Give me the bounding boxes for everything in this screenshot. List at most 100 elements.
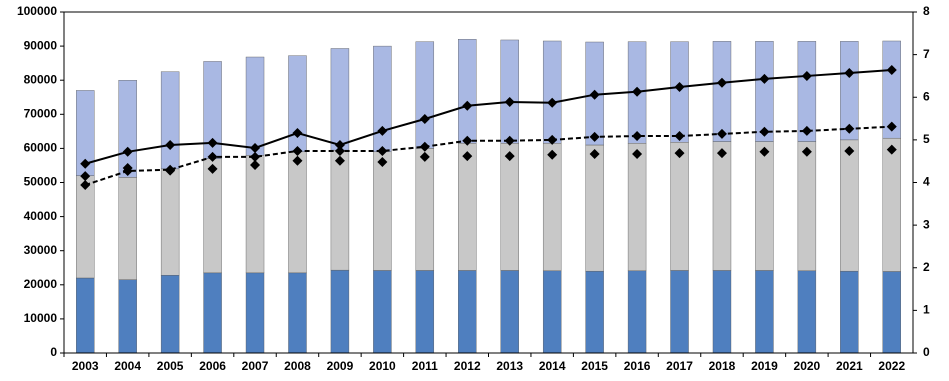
marker bbox=[122, 163, 133, 174]
x-tick-label: 2003 bbox=[72, 359, 99, 373]
x-tick-label: 2006 bbox=[199, 359, 226, 373]
bar-segment bbox=[76, 277, 95, 354]
line bbox=[84, 68, 892, 165]
marker bbox=[377, 157, 388, 168]
x-tick-label: 2016 bbox=[624, 359, 651, 373]
marker bbox=[674, 148, 685, 159]
marker bbox=[504, 96, 515, 107]
bar-segment bbox=[542, 40, 562, 144]
bar-segment bbox=[203, 158, 222, 274]
marker bbox=[844, 145, 855, 156]
marker bbox=[632, 131, 643, 142]
marker bbox=[716, 148, 727, 159]
y-tick-label: 80000 bbox=[24, 72, 58, 86]
bar-segment bbox=[330, 149, 350, 271]
marker bbox=[589, 131, 600, 142]
bar-segment bbox=[500, 270, 519, 354]
marker bbox=[292, 155, 303, 166]
marker bbox=[674, 82, 685, 93]
marker bbox=[292, 128, 303, 139]
x-tick-label: 2014 bbox=[539, 359, 566, 373]
bar-segment bbox=[288, 151, 307, 274]
bar-segment bbox=[585, 270, 604, 354]
bar-segment bbox=[245, 272, 265, 354]
marker bbox=[165, 139, 176, 150]
y2-tick-label: 2 bbox=[923, 260, 930, 274]
marker bbox=[334, 155, 345, 166]
marker bbox=[844, 123, 855, 134]
marker bbox=[886, 144, 897, 155]
y2-tick-label: 1 bbox=[923, 303, 930, 317]
y-tick-label: 90000 bbox=[24, 38, 58, 52]
x-tick-label: 2017 bbox=[666, 359, 693, 373]
marker bbox=[462, 151, 473, 162]
y-tick-label: 40000 bbox=[24, 209, 58, 223]
x-tick-label: 2018 bbox=[709, 359, 736, 373]
marker bbox=[250, 151, 261, 162]
marker bbox=[716, 128, 727, 139]
marker bbox=[122, 146, 133, 157]
x-tick-label: 2008 bbox=[284, 359, 311, 373]
marker bbox=[759, 73, 770, 84]
marker bbox=[759, 146, 770, 157]
y-tick-label: 100000 bbox=[17, 4, 57, 18]
x-tick-label: 2011 bbox=[412, 359, 438, 373]
marker bbox=[80, 171, 91, 182]
bar-segment bbox=[288, 272, 307, 354]
y2-tick-label: 8 bbox=[923, 4, 930, 18]
bar-segment bbox=[712, 270, 732, 354]
x-tick-label: 2012 bbox=[454, 359, 481, 373]
y2-tick-label: 4 bbox=[923, 175, 930, 189]
bar-segment bbox=[160, 275, 180, 354]
marker bbox=[886, 64, 897, 75]
marker bbox=[801, 125, 812, 136]
bar-segment bbox=[373, 151, 392, 271]
marker bbox=[419, 141, 430, 152]
marker bbox=[419, 151, 430, 162]
bar-segment bbox=[160, 71, 180, 170]
marker bbox=[801, 70, 812, 81]
bar-segment bbox=[712, 141, 732, 271]
marker bbox=[207, 163, 218, 174]
bar-segment bbox=[76, 175, 95, 279]
bar-segment bbox=[500, 39, 519, 144]
bar-segment bbox=[500, 143, 519, 271]
marker bbox=[292, 145, 303, 156]
x-tick-label: 2009 bbox=[327, 359, 354, 373]
marker bbox=[419, 113, 430, 124]
marker bbox=[377, 125, 388, 136]
marker bbox=[632, 86, 643, 97]
bar-segment bbox=[118, 279, 137, 354]
bar-segment bbox=[585, 144, 604, 272]
y2-tick-label: 3 bbox=[923, 217, 930, 231]
marker bbox=[80, 180, 91, 191]
y2-tick-label: 6 bbox=[923, 89, 930, 103]
bar-segment bbox=[712, 41, 732, 142]
bar-segment bbox=[160, 168, 180, 276]
x-tick-label: 2020 bbox=[794, 359, 821, 373]
bar-segment bbox=[882, 271, 901, 354]
bar-segment bbox=[670, 142, 689, 271]
x-tick-label: 2013 bbox=[496, 359, 523, 373]
marker bbox=[504, 151, 515, 162]
bar-segment bbox=[627, 270, 647, 354]
bar-segment bbox=[415, 270, 435, 354]
x-tick-label: 2005 bbox=[157, 359, 184, 373]
marker bbox=[250, 160, 261, 171]
bar-segment bbox=[203, 272, 222, 354]
bar-segment bbox=[797, 141, 817, 272]
marker bbox=[716, 77, 727, 88]
x-tick-label: 2015 bbox=[581, 359, 608, 373]
y-tick-label: 30000 bbox=[24, 243, 58, 257]
marker bbox=[462, 135, 473, 146]
bar-segment bbox=[840, 41, 859, 141]
bar-segment bbox=[373, 270, 392, 354]
marker bbox=[504, 135, 515, 146]
y-tick-label: 20000 bbox=[24, 277, 58, 291]
marker bbox=[674, 131, 685, 142]
marker bbox=[80, 158, 91, 169]
bar-segment bbox=[330, 269, 350, 354]
marker bbox=[589, 148, 600, 159]
y-tick-label: 70000 bbox=[24, 106, 58, 120]
